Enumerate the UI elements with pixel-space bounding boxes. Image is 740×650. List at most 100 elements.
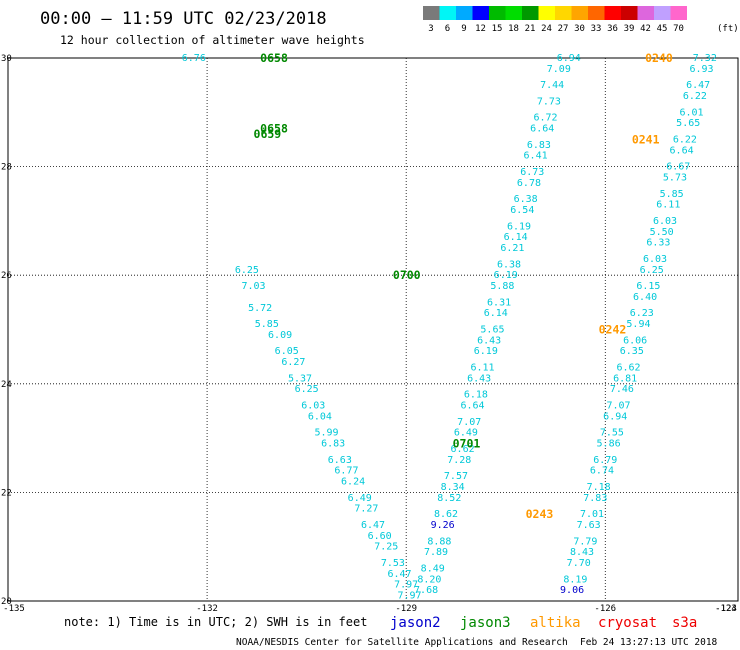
swh-value-label: 5.94 [626, 319, 650, 330]
swh-value-label: 6.11 [470, 363, 494, 374]
swh-value-label: 6.11 [656, 200, 680, 211]
swh-value-label: 6.19 [474, 346, 498, 357]
swh-value-label: 5.65 [676, 118, 700, 129]
legend-label: 24 [541, 24, 552, 34]
swh-value-label: 6.93 [689, 64, 713, 75]
legend-label: 33 [591, 24, 602, 34]
legend-label: 3 [428, 24, 433, 34]
swh-value-label: 9.26 [431, 520, 455, 531]
swh-value-label: 7.07 [606, 401, 630, 412]
swh-value-label: 6.18 [464, 390, 488, 401]
swh-value-label: 6.47 [686, 80, 710, 91]
legend-swatch [637, 6, 654, 20]
swh-value-label: 6.14 [504, 232, 528, 243]
swh-value-label: 5.73 [663, 172, 687, 183]
legend-label: 18 [508, 24, 519, 34]
legend-swatch [522, 6, 539, 20]
swh-value-label: 6.83 [527, 140, 551, 151]
swh-value-label: 7.55 [600, 428, 624, 439]
y-tick-label: 28 [1, 163, 12, 173]
x-tick-label: -123 [715, 604, 737, 614]
swh-value-label: 6.05 [275, 346, 299, 357]
swh-value-label: 7.70 [567, 558, 591, 569]
pass-time-label: 0243 [526, 507, 554, 521]
swh-value-label: 8.49 [421, 563, 445, 574]
swh-value-label: 6.64 [460, 401, 484, 412]
swh-value-label: 7.57 [444, 471, 468, 482]
swh-value-label: 6.14 [484, 308, 508, 319]
swh-value-label: 8.20 [417, 574, 441, 585]
swh-value-label: 6.43 [477, 335, 501, 346]
swh-value-label: 7.97 [397, 591, 421, 602]
legend-swatch [489, 6, 506, 20]
legend-label: 6 [445, 24, 450, 34]
swh-value-label: 5.37 [288, 373, 312, 384]
legend-label: 70 [673, 24, 684, 34]
legend-label: 27 [558, 24, 569, 34]
legend-label: 9 [461, 24, 466, 34]
swh-value-label: 5.88 [490, 281, 514, 292]
swh-value-label: 7.68 [414, 585, 438, 596]
grid-lines [8, 58, 738, 601]
legend-swatch [604, 6, 621, 20]
swh-value-label: 5.85 [255, 319, 279, 330]
swh-value-label: 9.06 [560, 585, 584, 596]
swh-value-label: 6.64 [670, 145, 694, 156]
generated-timestamp: Feb 24 13:27:13 UTC 2018 [580, 637, 718, 648]
swh-value-label: 6.47 [361, 520, 385, 531]
swh-value-label: 6.60 [368, 531, 392, 542]
legend-swatch [505, 6, 522, 20]
swh-value-label: 8.34 [441, 482, 465, 493]
swh-value-label: 6.41 [524, 151, 548, 162]
x-tick-label: -135 [3, 604, 25, 614]
swh-value-label: 6.25 [235, 265, 259, 276]
legend-label: 36 [607, 24, 618, 34]
pass-time-label: 0242 [599, 323, 627, 337]
swh-value-label: 5.85 [660, 189, 684, 200]
swh-value-label: 7.89 [424, 547, 448, 558]
swh-value-label: 6.23 [630, 308, 654, 319]
swh-value-label: 6.31 [487, 297, 511, 308]
swh-value-label: 6.09 [268, 330, 292, 341]
swh-value-label: 6.49 [348, 493, 372, 504]
swh-value-label: 6.27 [281, 357, 305, 368]
swh-value-label: 6.76 [182, 53, 206, 64]
satellite-label: s3a [672, 615, 697, 631]
swh-value-label: 6.49 [454, 428, 478, 439]
swh-value-label: 6.67 [666, 162, 690, 173]
swh-value-label: 6.62 [616, 363, 640, 374]
swh-value-label: 6.03 [301, 401, 325, 412]
swh-value-label: 6.94 [603, 411, 627, 422]
legend-label: 39 [624, 24, 635, 34]
swh-value-label: 7.25 [374, 542, 398, 553]
swh-value-label: 6.77 [334, 466, 358, 477]
y-tick-label: 20 [1, 597, 12, 607]
legend-label: 12 [475, 24, 486, 34]
swh-value-label: 5.86 [597, 439, 621, 450]
swh-value-label: 7.63 [577, 520, 601, 531]
y-tick-label: 24 [1, 380, 12, 390]
pass-time-label: 0658 [260, 122, 288, 136]
chart-subtitle: 12 hour collection of altimeter wave hei… [60, 33, 365, 47]
swh-value-label: 6.38 [514, 194, 538, 205]
swh-value-label: 6.01 [679, 107, 703, 118]
axis-ticks: 20 22 24 26 28 30 -135 -132 -129 -126 -123-124 [1, 54, 737, 614]
swh-value-label: 8.62 [434, 509, 458, 520]
swh-value-label: 6.74 [590, 466, 614, 477]
pass-time-label: 0659 [254, 127, 282, 141]
swh-value-label: 6.33 [646, 238, 670, 249]
swh-value-label: 6.63 [328, 455, 352, 466]
swh-value-label: 7.27 [354, 504, 378, 515]
swh-value-label: 6.40 [633, 292, 657, 303]
swh-value-label: 8.19 [563, 574, 587, 585]
swh-value-label: 6.54 [510, 205, 534, 216]
swh-value-label: 6.22 [683, 91, 707, 102]
swh-value-label: 6.21 [500, 243, 524, 254]
swh-value-label: 7.01 [580, 509, 604, 520]
swh-value-label: 7.28 [447, 455, 471, 466]
legend-unit: (ft) [717, 24, 739, 34]
y-tick-label: 30 [1, 54, 12, 64]
swh-value-label: 6.83 [321, 439, 345, 450]
note-text: note: 1) Time is in UTC; 2) SWH is in fe… [64, 615, 367, 629]
